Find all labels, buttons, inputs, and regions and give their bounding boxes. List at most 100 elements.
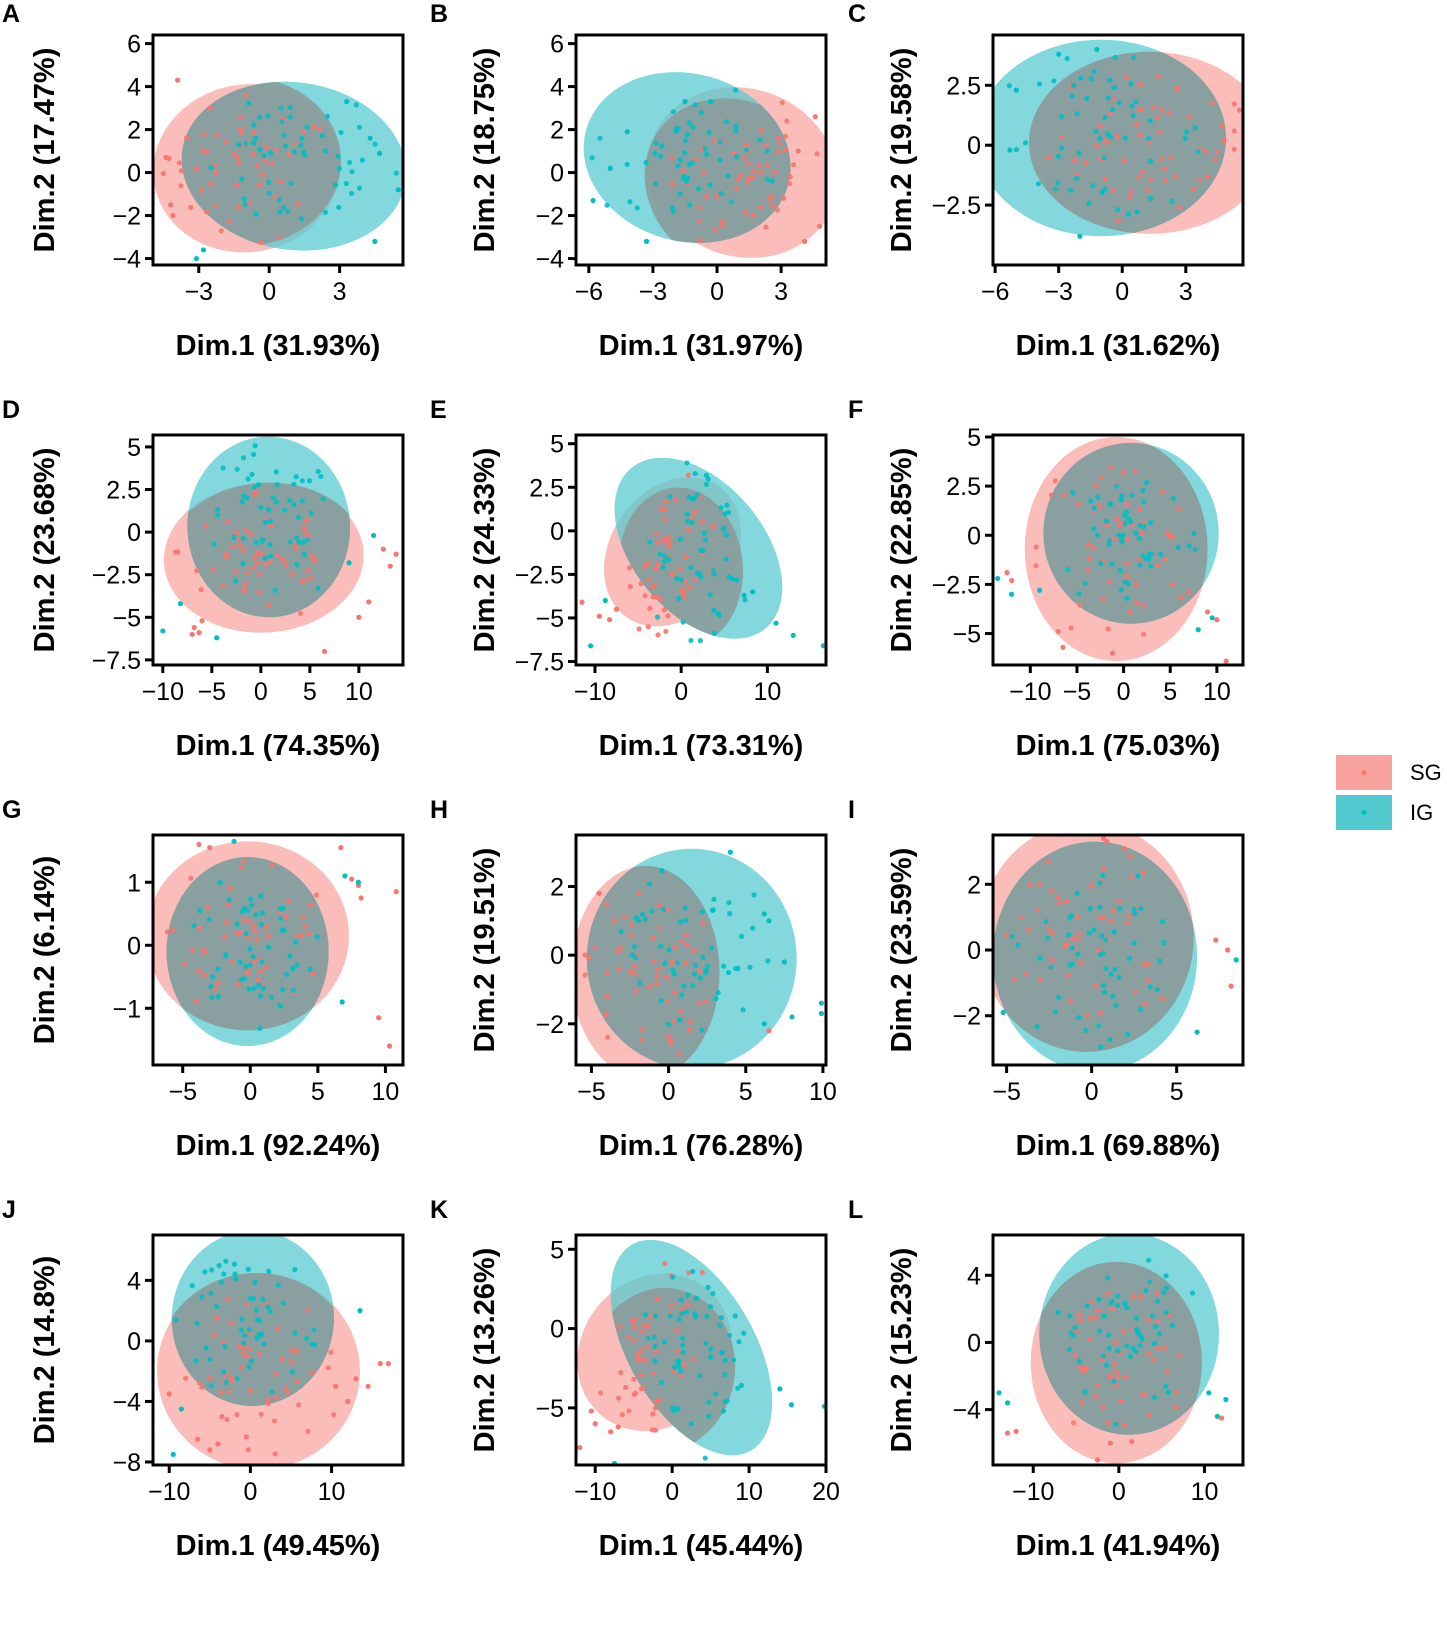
point-ig bbox=[189, 1283, 195, 1289]
point-ig bbox=[723, 556, 729, 562]
point-ig bbox=[1119, 539, 1125, 545]
outlier-point-ig bbox=[777, 1386, 783, 1392]
outlier-point-sg bbox=[577, 1444, 583, 1451]
point-ig bbox=[173, 1317, 179, 1323]
point-ig bbox=[711, 607, 717, 614]
outlier-point-sg bbox=[1223, 658, 1229, 664]
point-ig bbox=[1082, 580, 1088, 586]
point-ig bbox=[677, 1017, 683, 1023]
point-ig bbox=[1074, 890, 1080, 896]
point-ig bbox=[303, 1335, 310, 1342]
outlier-point-ig bbox=[1000, 1009, 1006, 1016]
point-sg bbox=[638, 1347, 645, 1354]
point-sg bbox=[1124, 74, 1130, 80]
point-ig bbox=[393, 170, 399, 176]
x-tick-label-i: −5 bbox=[992, 1078, 1021, 1106]
y-tick-label-c: 2.5 bbox=[946, 72, 981, 100]
point-ig bbox=[677, 191, 683, 197]
point-sg bbox=[256, 589, 262, 595]
outlier-point-sg bbox=[604, 993, 610, 999]
outlier-point-ig bbox=[160, 628, 166, 634]
outlier-point-ig bbox=[643, 238, 650, 244]
point-sg bbox=[652, 1405, 659, 1411]
point-sg bbox=[642, 593, 648, 599]
point-ig bbox=[1148, 520, 1154, 526]
point-sg bbox=[295, 932, 301, 938]
point-ig bbox=[1183, 129, 1190, 135]
y-tick-label-i: 2 bbox=[967, 871, 981, 899]
point-ig bbox=[666, 556, 672, 562]
point-ig bbox=[750, 925, 756, 931]
point-ig bbox=[1161, 940, 1167, 946]
point-ig bbox=[294, 561, 300, 568]
point-sg bbox=[301, 128, 307, 135]
point-ig bbox=[659, 143, 665, 149]
point-ig bbox=[215, 512, 221, 518]
point-sg bbox=[655, 966, 661, 972]
point-ig bbox=[1106, 1332, 1112, 1338]
point-ig bbox=[372, 141, 378, 147]
plot-area-c bbox=[993, 39, 1243, 239]
point-ig bbox=[257, 147, 263, 153]
point-sg bbox=[719, 218, 725, 224]
point-ig bbox=[673, 576, 680, 582]
point-ig bbox=[1013, 147, 1019, 153]
outlier-point-ig bbox=[200, 247, 207, 253]
point-ig bbox=[692, 962, 699, 969]
point-ig bbox=[223, 952, 229, 958]
point-ig bbox=[282, 143, 289, 149]
point-ig bbox=[1099, 933, 1105, 939]
point-sg bbox=[1103, 522, 1110, 529]
point-sg bbox=[294, 1378, 300, 1384]
point-sg bbox=[679, 1306, 685, 1312]
point-ig bbox=[208, 1383, 214, 1389]
point-ig bbox=[1068, 187, 1074, 193]
point-ig bbox=[335, 153, 341, 159]
point-sg bbox=[164, 929, 170, 935]
point-sg bbox=[685, 472, 692, 478]
point-ig bbox=[1065, 932, 1072, 938]
outlier-point-ig bbox=[1077, 233, 1083, 239]
point-ig bbox=[732, 1313, 738, 1319]
point-sg bbox=[233, 530, 239, 536]
point-sg bbox=[178, 183, 184, 189]
point-ig bbox=[710, 907, 716, 913]
outlier-point-ig bbox=[342, 873, 348, 879]
outlier-point-ig bbox=[607, 165, 613, 171]
point-ig bbox=[671, 1408, 677, 1414]
point-sg bbox=[263, 923, 269, 929]
point-ig bbox=[1086, 930, 1092, 936]
point-sg bbox=[1107, 110, 1114, 117]
point-sg bbox=[199, 1384, 205, 1390]
point-sg bbox=[1146, 1412, 1152, 1418]
point-ig bbox=[1147, 1279, 1153, 1285]
point-sg bbox=[1176, 1353, 1183, 1359]
outlier-point-sg bbox=[386, 1043, 393, 1049]
outlier-point-sg bbox=[1221, 137, 1227, 144]
point-ig bbox=[684, 518, 690, 524]
point-ig bbox=[639, 911, 646, 918]
point-ig bbox=[726, 899, 732, 906]
point-sg bbox=[178, 168, 184, 174]
y-tick-label-e: −2.5 bbox=[515, 561, 564, 589]
y-tick-label-f: 2.5 bbox=[946, 473, 981, 501]
point-ig bbox=[1182, 135, 1188, 141]
point-ig bbox=[1048, 964, 1054, 971]
point-ig bbox=[240, 535, 246, 541]
points-k bbox=[577, 1261, 826, 1465]
point-ig bbox=[733, 154, 740, 160]
outlier-point-sg bbox=[393, 889, 399, 895]
point-ig bbox=[1126, 516, 1132, 522]
x-tick-label-b: 0 bbox=[710, 278, 724, 306]
point-ig bbox=[680, 1349, 686, 1355]
point-ig bbox=[236, 142, 242, 148]
point-sg bbox=[697, 237, 703, 244]
outlier-point-sg bbox=[1218, 1415, 1225, 1421]
outlier-point-ig bbox=[1214, 1413, 1220, 1419]
point-ig bbox=[687, 202, 693, 208]
point-ig bbox=[1091, 927, 1097, 933]
point-sg bbox=[1084, 1012, 1091, 1018]
point-sg bbox=[331, 1412, 337, 1418]
point-sg bbox=[661, 607, 668, 613]
point-ig bbox=[657, 551, 663, 557]
